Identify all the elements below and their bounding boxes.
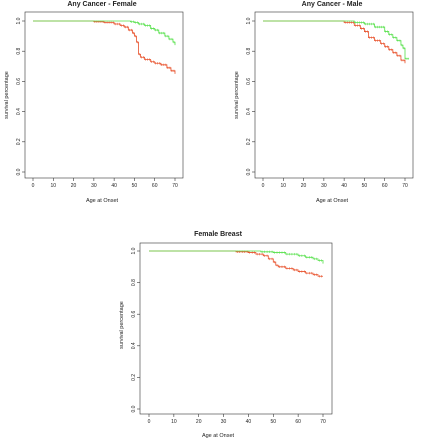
y-tick-label: 0.6 — [246, 78, 252, 85]
x-tick-label: 30 — [221, 419, 227, 425]
y-tick-label: 0.4 — [16, 108, 22, 115]
x-tick-label: 10 — [51, 183, 57, 189]
y-tick-label: 0.4 — [246, 108, 252, 115]
x-tick-label: 70 — [402, 183, 408, 189]
x-axis-label: Age at Onset — [202, 433, 235, 439]
y-tick-label: 0.4 — [131, 342, 137, 349]
y-tick-label: 0.6 — [16, 78, 22, 85]
y-tick-label: 0.8 — [16, 48, 22, 55]
x-tick-label: 20 — [196, 419, 202, 425]
y-tick-label: 0.0 — [16, 168, 22, 175]
x-axis-label: Age at Onset — [316, 198, 349, 204]
x-tick-label: 60 — [152, 183, 158, 189]
tick-group: 0 10 20 30 40 50 60 70 0.0 0.2 0.4 0.6 0.8 1.0 — [16, 17, 178, 189]
plot-frame — [24, 11, 184, 179]
y-tick-label: 0.0 — [131, 405, 137, 412]
plot-frame — [254, 11, 414, 179]
y-tick-label: 0.2 — [246, 138, 252, 145]
panel-female-breast: Female Breast 0 10 20 30 40 50 60 70 0.0 0.2 0.4 0.… — [119, 231, 333, 439]
x-tick-label: 0 — [148, 419, 151, 425]
x-tick-label: 0 — [262, 183, 265, 189]
y-axis-label: survival percentage — [4, 71, 10, 119]
line-group — [263, 20, 410, 64]
y-tick-label: 1.0 — [131, 247, 137, 254]
x-tick-label: 10 — [171, 419, 177, 425]
x-tick-label: 50 — [271, 419, 277, 425]
x-tick-label: 40 — [246, 419, 252, 425]
y-tick-label: 0.8 — [131, 279, 137, 286]
x-tick-label: 20 — [301, 183, 307, 189]
x-tick-label: 20 — [71, 183, 77, 189]
panel-title: Any Cancer - Female — [67, 1, 136, 8]
x-tick-label: 50 — [132, 183, 138, 189]
line-group — [149, 250, 324, 278]
survival-line-1 — [33, 20, 176, 74]
y-axis-label: survival percentage — [119, 301, 125, 349]
x-tick-label: 0 — [32, 183, 35, 189]
y-tick-label: 0.6 — [131, 311, 137, 318]
survival-line-2 — [263, 20, 410, 60]
y-tick-label: 0.2 — [16, 138, 22, 145]
line-group — [33, 20, 176, 74]
panel-title: Any Cancer - Male — [302, 1, 363, 8]
x-tick-label: 70 — [172, 183, 178, 189]
y-axis-label: survival percentage — [234, 71, 240, 119]
y-tick-label: 0.0 — [246, 168, 252, 175]
panel-any-cancer-male: Any Cancer - Male 0 10 20 30 40 50 60 700.00.20… — [234, 1, 414, 204]
x-tick-label: 40 — [111, 183, 117, 189]
x-tick-label: 40 — [341, 183, 347, 189]
x-tick-label: 50 — [362, 183, 368, 189]
plot-frame — [139, 242, 333, 415]
tick-group: 0 10 20 30 40 50 60 70 0.0 0.2 0.4 0.6 0.8 1.0 — [131, 247, 326, 425]
panel-any-cancer-female: Any Cancer - Female 0 10 20 30 40 50 60 70 0.0 0.… — [4, 1, 184, 204]
survival-line-2 — [149, 250, 324, 264]
x-tick-label: 10 — [281, 183, 287, 189]
y-tick-label: 1.0 — [16, 17, 22, 24]
x-tick-label: 30 — [321, 183, 327, 189]
survival-line-2 — [33, 20, 176, 46]
x-axis-label: Age at Onset — [86, 198, 119, 204]
x-tick-label: 60 — [295, 419, 301, 425]
x-tick-label: 70 — [320, 419, 326, 425]
y-tick-label: 0.2 — [131, 374, 137, 381]
tick-group: 0 10 20 30 40 50 60 70 0.0 0.2 0.4 0.6 0.8 1.0 — [246, 17, 408, 189]
survival-line-1 — [149, 250, 323, 277]
x-tick-label: 60 — [382, 183, 388, 189]
y-tick-label: 0.8 — [246, 48, 252, 55]
y-tick-label: 1.0 — [246, 17, 252, 24]
x-tick-label: 30 — [91, 183, 97, 189]
panel-title: Female Breast — [194, 231, 243, 238]
